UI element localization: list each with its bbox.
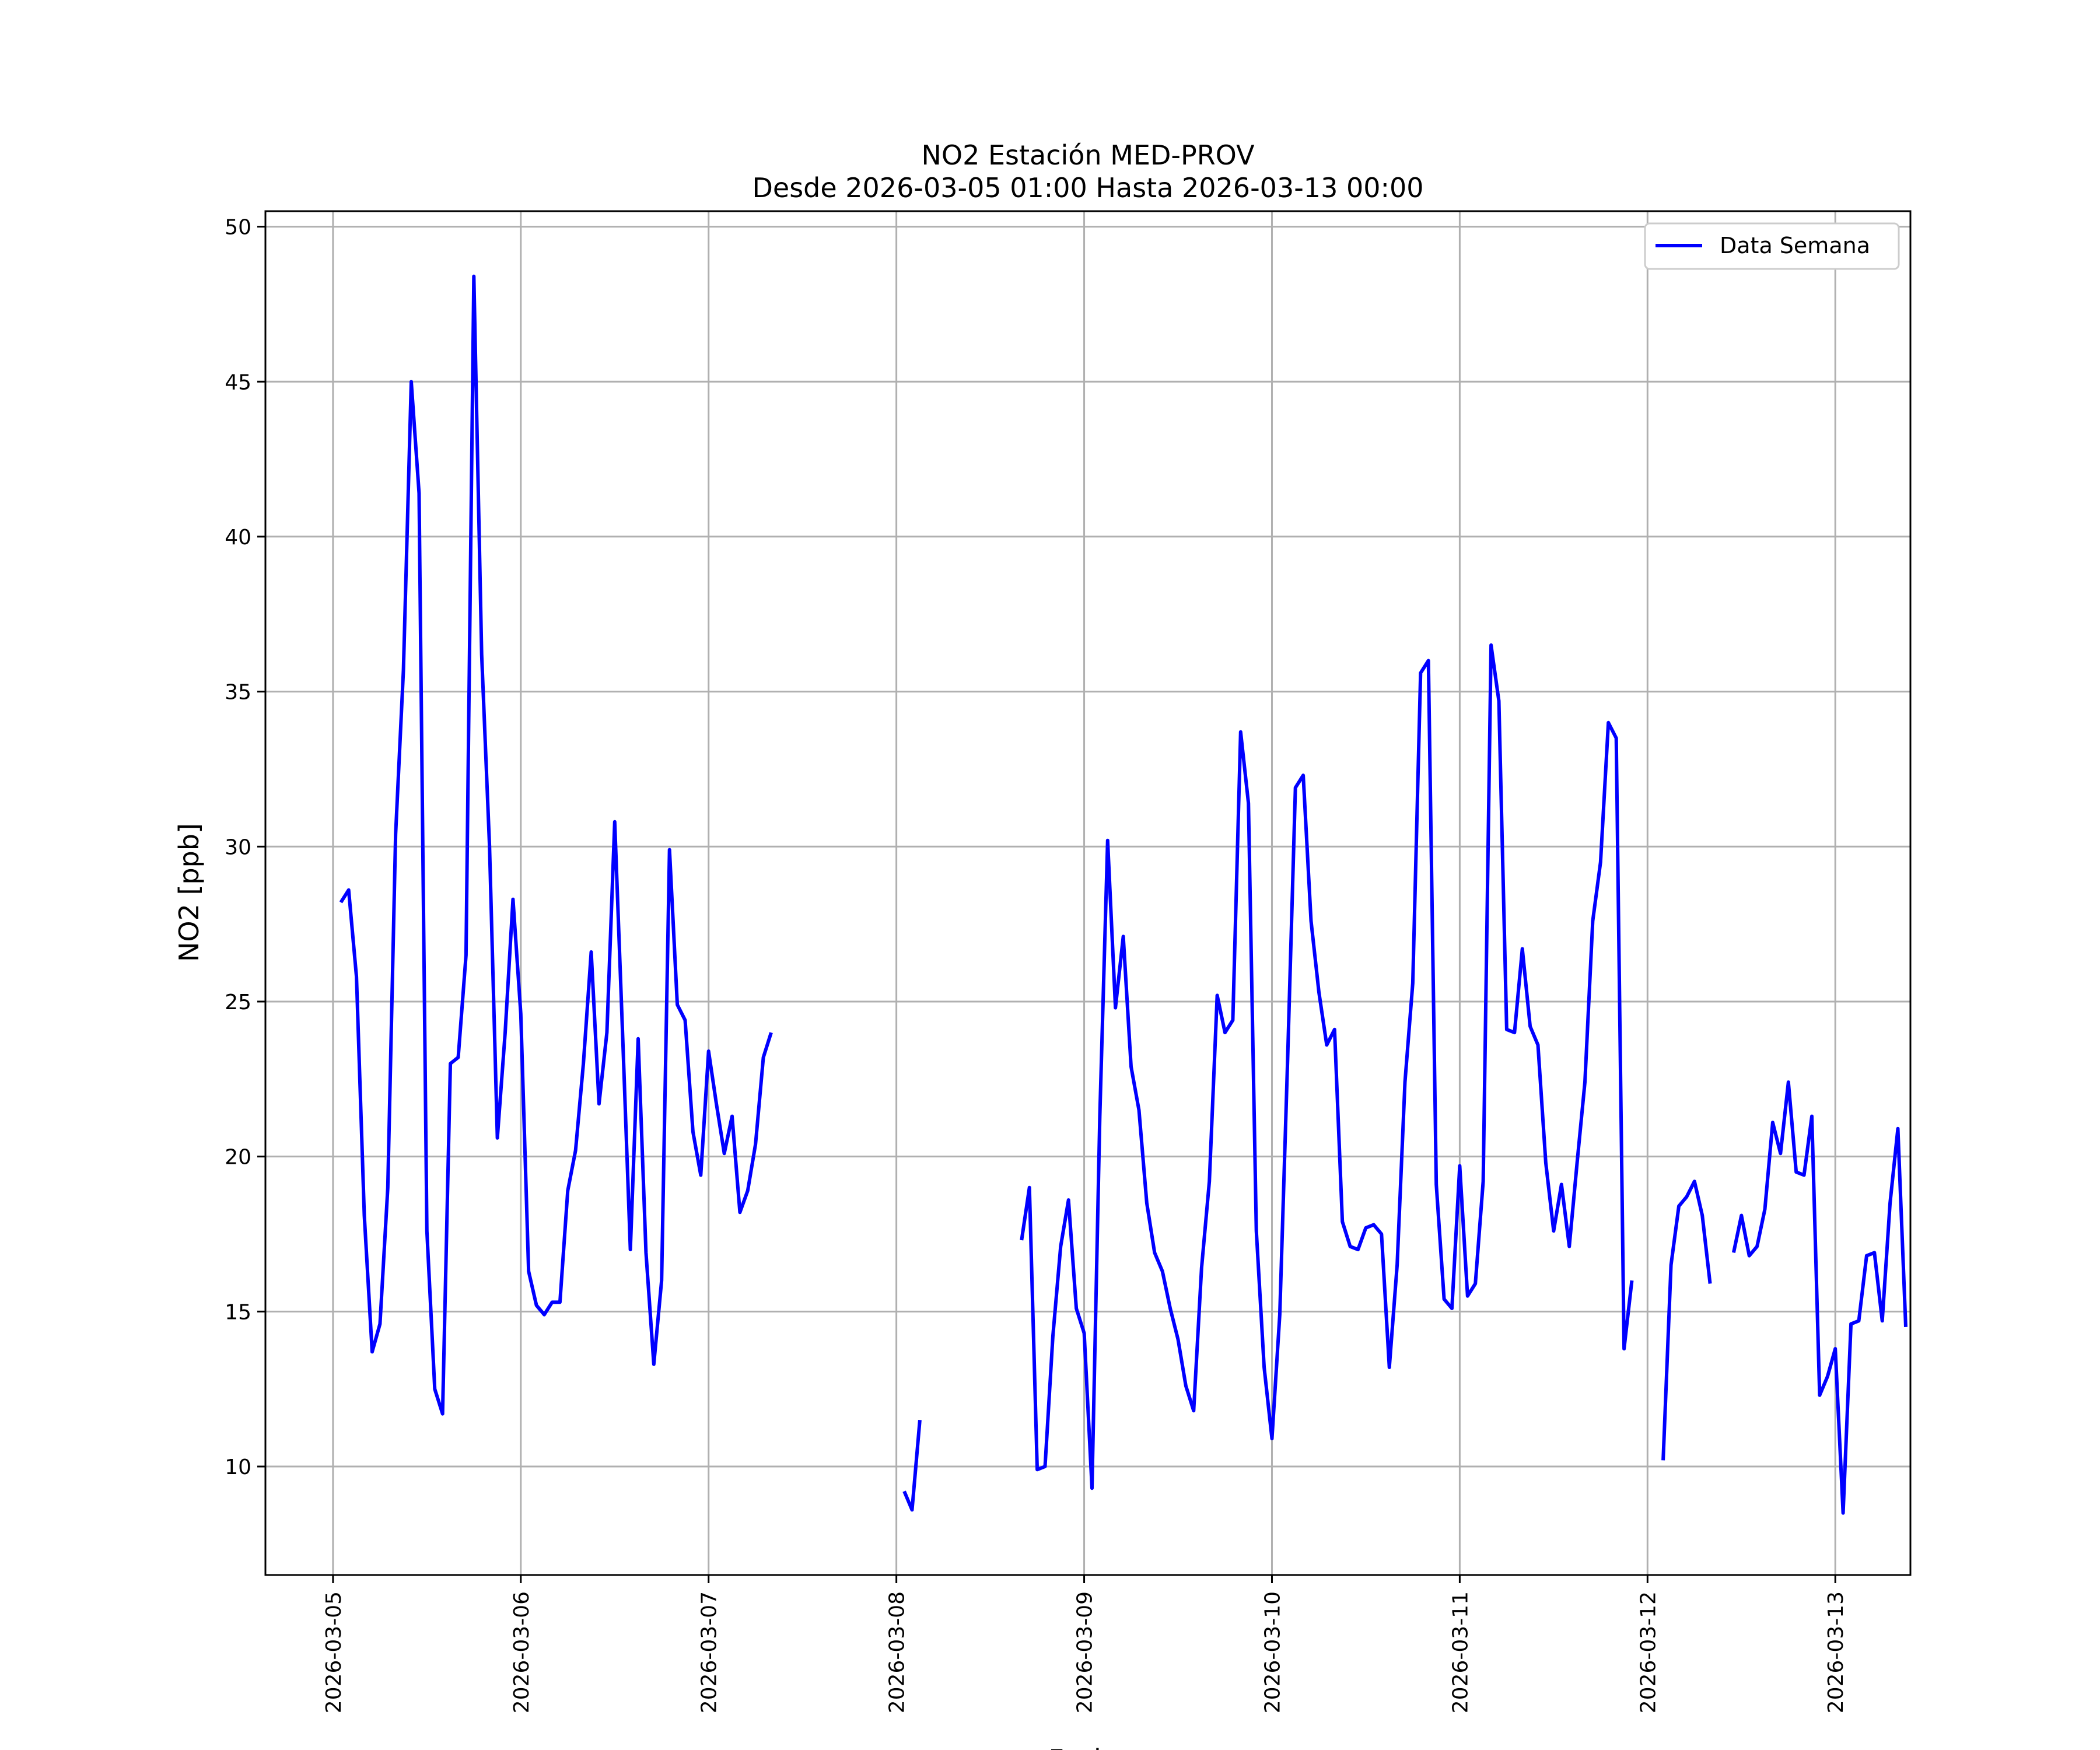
y-axis: 10 15 20 25 30 35 40 45 50: [225, 216, 265, 1479]
legend: Data Semana: [1644, 222, 1900, 270]
x-axis-label: Fecha: [1049, 1744, 1128, 1750]
legend-label: Data Semana: [1720, 233, 1870, 258]
x-tick-label: 2026-03-05: [322, 1591, 346, 1713]
y-axis-label: NO2 [ppb]: [173, 823, 205, 962]
x-tick-label: 2026-03-07: [698, 1591, 722, 1713]
x-tick-label: 2026-03-11: [1448, 1591, 1472, 1713]
y-tick-label: 15: [225, 1300, 251, 1324]
grid: [265, 211, 1910, 1575]
y-tick-label: 45: [225, 370, 251, 394]
y-tick-label: 30: [225, 835, 251, 859]
x-tick-label: 2026-03-09: [1073, 1591, 1097, 1713]
y-tick-label: 50: [225, 216, 251, 240]
series-line-segment: [1661, 1180, 1712, 1461]
x-tick-label: 2026-03-08: [886, 1591, 909, 1713]
series-line-segment: [1731, 1080, 1908, 1515]
x-tick-label: 2026-03-12: [1636, 1591, 1660, 1713]
x-axis: 2026-03-05 2026-03-06 2026-03-07 2026-03-08…: [322, 1575, 1848, 1713]
series-layer: [339, 274, 1908, 1515]
y-tick-label: 35: [225, 681, 251, 705]
y-tick-label: 20: [225, 1146, 251, 1170]
y-tick-label: 40: [225, 526, 251, 550]
series-line-segment: [339, 274, 773, 1416]
x-tick-label: 2026-03-06: [510, 1591, 534, 1713]
series-line-segment: [902, 1420, 922, 1512]
y-tick-label: 25: [225, 991, 251, 1014]
legend-box: [1644, 222, 1900, 270]
x-tick-label: 2026-03-13: [1824, 1591, 1848, 1713]
y-tick-label: 10: [225, 1455, 251, 1479]
plot-frame: [264, 210, 1912, 1576]
chart-title: NO2 Estación MED-PROV: [921, 139, 1255, 171]
chart-subtitle: Desde 2026-03-05 01:00 Hasta 2026-03-13 …: [752, 172, 1423, 204]
series-line-segment: [1020, 643, 1634, 1490]
x-tick-label: 2026-03-10: [1261, 1591, 1284, 1713]
